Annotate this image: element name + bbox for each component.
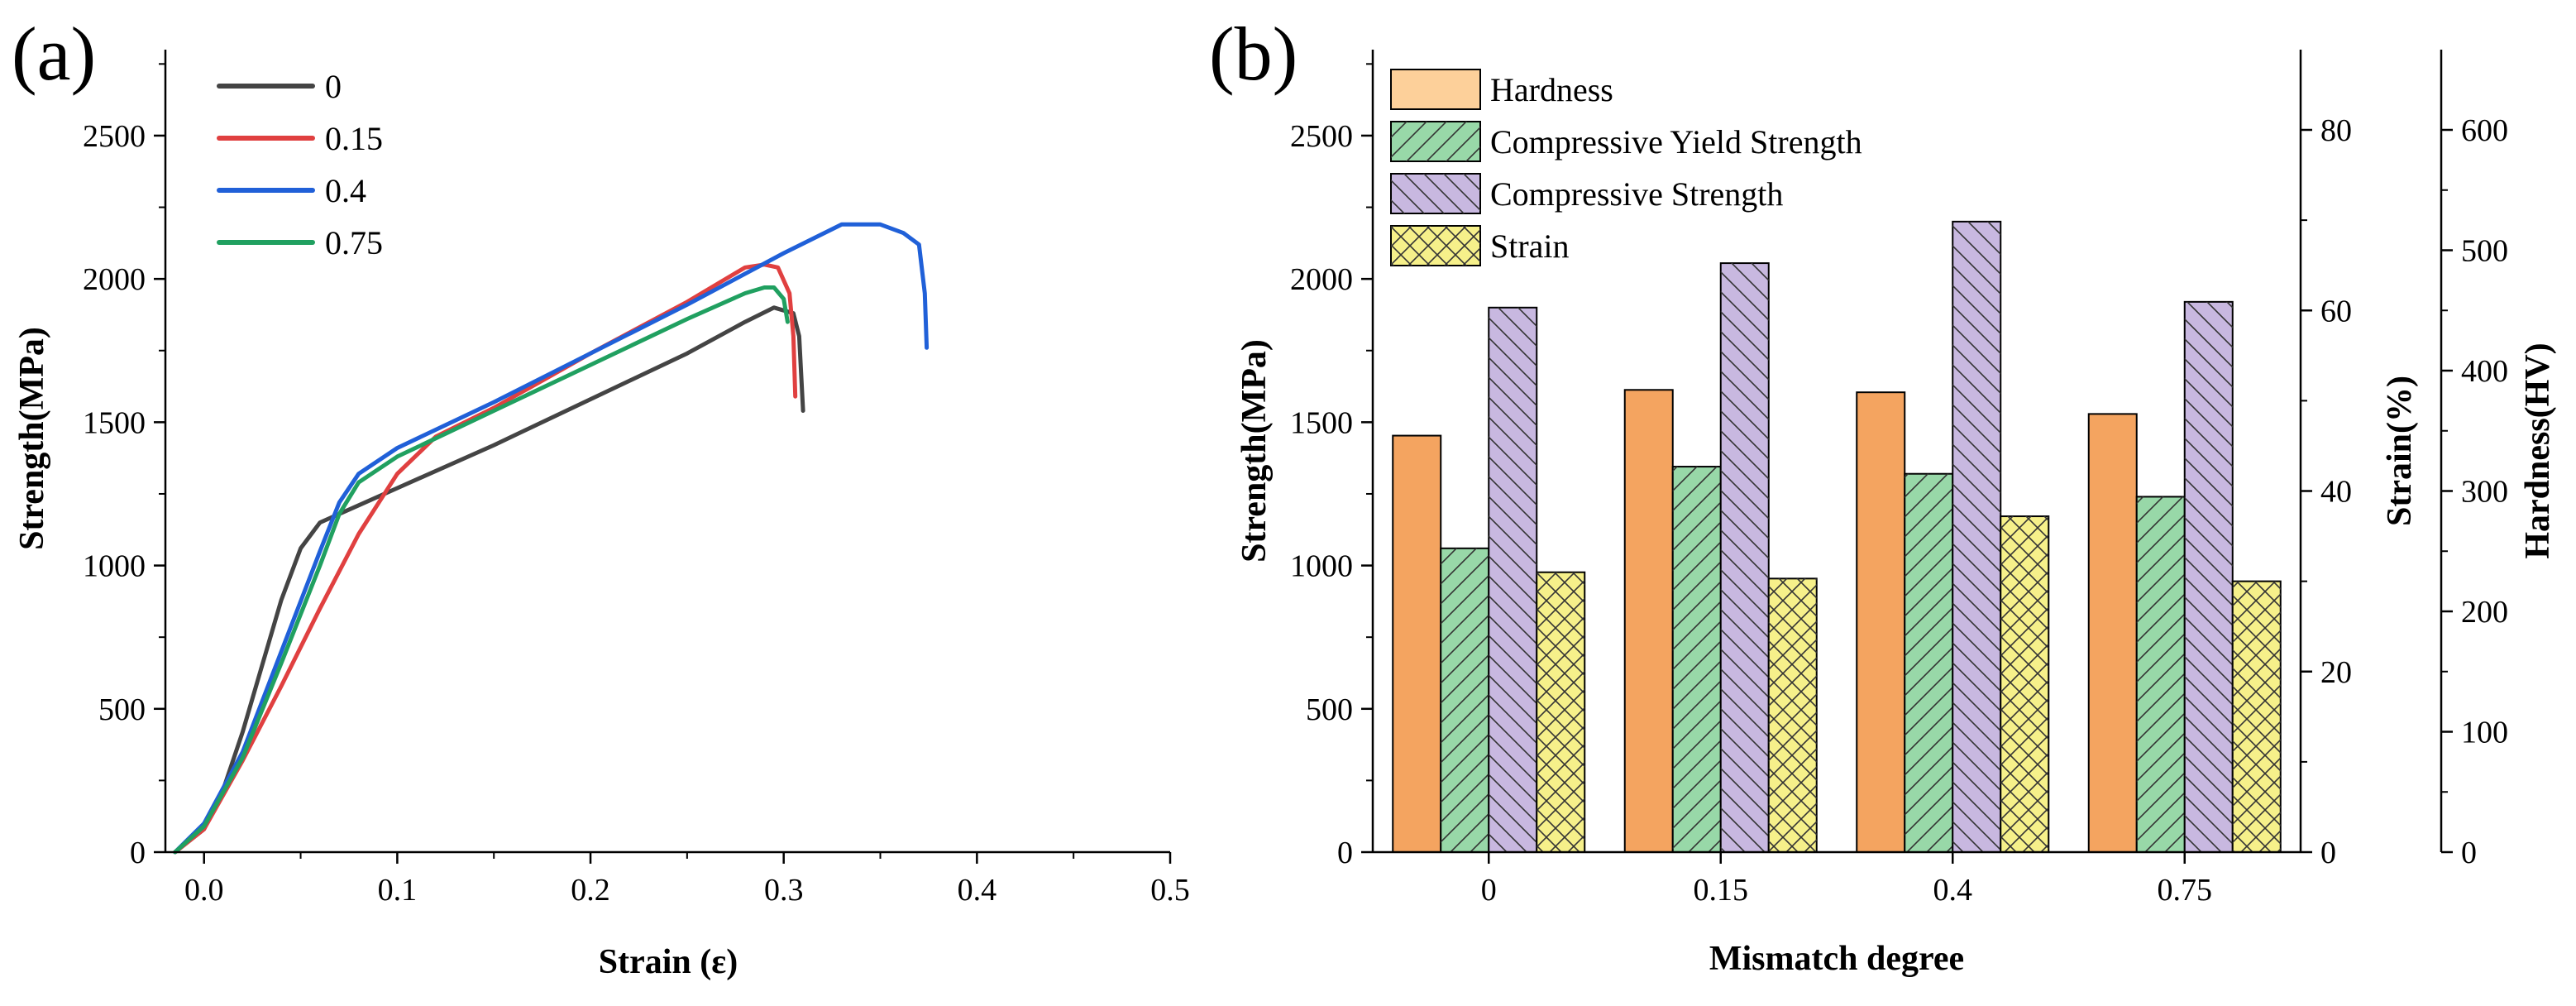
bar-compressive-strength-0-hatch — [1489, 307, 1537, 852]
b-y-tick-label: 500 — [1306, 692, 1353, 727]
bar-hardness-0-75 — [2087, 413, 2138, 853]
b-hardness-tick-label: 300 — [2461, 475, 2508, 510]
a-ticks: 0.0 0.1 0.2 0.3 0.4 0.5 0 500 1000 1500 2000 2500 — [83, 63, 1190, 908]
panel-label-a: (a) — [12, 12, 96, 96]
a-axes — [164, 50, 1170, 854]
a-x-tick-label: 0.5 — [1150, 873, 1190, 908]
a-x-tick-label: 0.1 — [378, 873, 418, 908]
b-y-tick-label: 1500 — [1290, 405, 1353, 440]
legend-label-0-15: 0.15 — [325, 120, 383, 157]
legend-label-strain: Strain — [1490, 228, 1570, 265]
bar-strain-0-hatch — [1537, 572, 1585, 852]
a-y-tick-label: 2500 — [83, 119, 146, 154]
series-line-0 — [173, 305, 805, 855]
bar-compressive-yield-strength-0-hatch — [1441, 548, 1489, 852]
legend-swatch-hardness — [1390, 69, 1481, 110]
b-hardness-axis-title: Hardness(HV) — [2519, 343, 2557, 558]
bar-strain-0-4-hatch — [2000, 516, 2049, 852]
b-y-axis-title: Strength(MPa) — [1235, 339, 1274, 563]
bar-compressive-strength-0-4-hatch — [1952, 221, 2001, 852]
a-y-tick-label: 1500 — [83, 405, 146, 440]
a-x-tick-label: 0.3 — [764, 873, 804, 908]
a-series-group — [173, 222, 930, 855]
b-hardness-tick-label: 600 — [2461, 113, 2508, 148]
legend-swatch-strain-hatch — [1391, 226, 1480, 266]
bar-hardness-0-15 — [1623, 389, 1674, 853]
bar-hardness-0 — [1392, 434, 1442, 853]
a-y-tick-label: 0 — [130, 836, 146, 870]
b-hardness-tick-label: 500 — [2461, 234, 2508, 269]
b-ticks: 0 0.15 0.4 0.750500100015002000250002040608… — [1290, 63, 2508, 908]
series-line-0-4 — [173, 222, 930, 855]
b-hardness-tick-label: 200 — [2461, 595, 2508, 630]
b-y-tick-label: 2000 — [1290, 262, 1353, 297]
legend-label-0: 0 — [325, 68, 342, 105]
legend-label-0-4: 0.4 — [325, 172, 366, 209]
b-strain-tick-label: 40 — [2320, 475, 2352, 510]
b-strain-axis-title: Strain(%) — [2381, 376, 2419, 526]
b-strain-tick-label: 60 — [2320, 294, 2352, 328]
a-y-axis-title: Strength(MPa) — [13, 327, 51, 550]
b-axes — [1371, 50, 2443, 854]
b-x-axis-title: Mismatch degree — [1709, 940, 1964, 978]
legend-label-compressive-yield-strength: Compressive Yield Strength — [1490, 123, 1862, 160]
a-legend: 0 0.15 0.4 0.75 — [217, 68, 383, 261]
bar-compressive-strength-0-15-hatch — [1720, 263, 1769, 852]
legend-swatch-compressive-strength-hatch — [1391, 174, 1480, 213]
a-y-tick-label: 2000 — [83, 262, 146, 297]
series-line-0-75 — [173, 285, 790, 855]
bar-compressive-yield-strength-0-15-hatch — [1672, 467, 1721, 852]
b-x-tick-label: 0.15 — [1694, 873, 1749, 908]
bar-hardness-0-4 — [1856, 391, 1906, 853]
b-y-tick-label: 1000 — [1290, 549, 1353, 584]
legend-label-0-75: 0.75 — [325, 224, 383, 261]
panel-b-bar-chart: (b) 0 0.15 0.4 0.75050010001500200025000204… — [1209, 12, 2557, 978]
bar-compressive-yield-strength-0-4-hatch — [1905, 473, 1953, 852]
a-x-tick-label: 0.2 — [571, 873, 610, 908]
bar-compressive-yield-strength-0-75-hatch — [2136, 496, 2185, 852]
b-x-tick-label: 0 — [1481, 873, 1497, 908]
legend-label-hardness: Hardness — [1490, 71, 1613, 108]
b-hardness-tick-label: 400 — [2461, 354, 2508, 389]
b-x-tick-label: 0.4 — [1933, 873, 1973, 908]
panel-a-line-chart: (a) 0.0 0.1 0.2 0.3 0.4 0.5 0 500 1000 1500 2000 25… — [12, 12, 1190, 981]
a-y-tick-label: 1000 — [83, 549, 146, 584]
legend-label-compressive-strength: Compressive Strength — [1490, 175, 1783, 213]
b-hardness-tick-label: 0 — [2461, 836, 2477, 870]
bar-compressive-strength-0-75-hatch — [2184, 301, 2233, 852]
series-line-0-15 — [173, 262, 798, 855]
b-hardness-tick-label: 100 — [2461, 716, 2508, 750]
b-strain-tick-label: 80 — [2320, 113, 2352, 148]
bar-strain-0-75-hatch — [2232, 581, 2281, 852]
a-x-tick-label: 0.4 — [958, 873, 997, 908]
a-x-axis-title: Strain (ε) — [599, 943, 738, 981]
b-bars-group — [1392, 220, 2282, 854]
b-y-tick-label: 0 — [1337, 836, 1353, 870]
b-x-tick-label: 0.75 — [2158, 873, 2213, 908]
b-y-tick-label: 2500 — [1290, 119, 1353, 154]
legend-swatch-compressive-yield-strength-hatch — [1391, 122, 1480, 161]
a-y-tick-label: 500 — [98, 692, 146, 727]
bar-strain-0-15-hatch — [1768, 578, 1817, 852]
b-legend: Hardness Compressive Yield Strength Compre… — [1390, 69, 1862, 266]
b-strain-tick-label: 0 — [2320, 836, 2336, 870]
b-strain-tick-label: 20 — [2320, 655, 2352, 690]
panel-label-b: (b) — [1209, 12, 1298, 96]
a-x-tick-label: 0.0 — [184, 873, 224, 908]
